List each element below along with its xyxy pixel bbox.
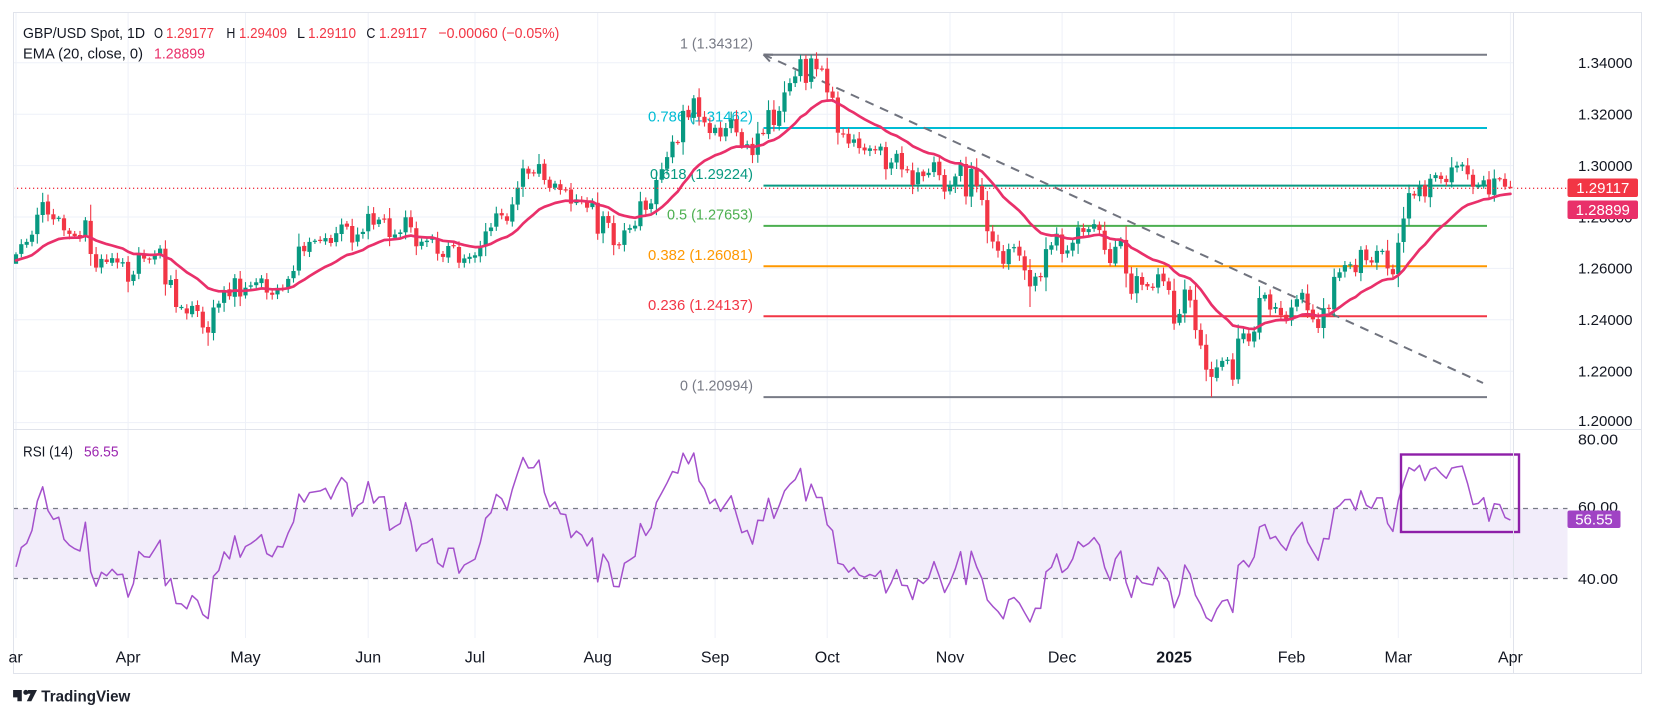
svg-text:1.24000: 1.24000	[1578, 312, 1633, 329]
svg-text:Sep: Sep	[701, 650, 730, 667]
svg-text:−0.00060 (−0.05%): −0.00060 (−0.05%)	[438, 25, 559, 42]
svg-text:C: C	[366, 25, 375, 42]
svg-text:1.30000: 1.30000	[1578, 158, 1633, 175]
svg-text:80.00: 80.00	[1578, 432, 1618, 449]
svg-text:May: May	[230, 650, 260, 667]
svg-text:Nov: Nov	[936, 650, 964, 667]
svg-text:1.28899: 1.28899	[154, 46, 205, 63]
svg-text:EMA (20, close, 0): EMA (20, close, 0)	[23, 46, 143, 63]
svg-text:Mar: Mar	[1385, 650, 1413, 667]
svg-text:1.29177: 1.29177	[166, 25, 214, 42]
svg-text:1 (1.34312): 1 (1.34312)	[680, 35, 753, 52]
svg-text:56.55: 56.55	[1575, 512, 1613, 529]
svg-text:RSI (14): RSI (14)	[23, 444, 73, 461]
svg-text:0.236 (1.24137): 0.236 (1.24137)	[648, 297, 753, 314]
svg-text:0 (1.20994): 0 (1.20994)	[680, 378, 753, 395]
svg-text:0.5 (1.27653): 0.5 (1.27653)	[667, 206, 753, 223]
svg-text:1.28899: 1.28899	[1576, 202, 1630, 219]
svg-text:ar: ar	[9, 650, 24, 667]
svg-text:1.34000: 1.34000	[1578, 55, 1633, 72]
svg-text:1.26000: 1.26000	[1578, 261, 1633, 278]
svg-text:1.29409: 1.29409	[239, 25, 287, 42]
svg-text:H: H	[226, 25, 235, 42]
svg-text:1.29110: 1.29110	[308, 25, 356, 42]
svg-text:1.29117: 1.29117	[379, 25, 427, 42]
svg-text:Apr: Apr	[116, 650, 142, 667]
svg-text:Apr: Apr	[1498, 650, 1524, 667]
svg-text:1.22000: 1.22000	[1578, 364, 1633, 381]
svg-text:Jul: Jul	[465, 650, 485, 667]
svg-text:L: L	[297, 25, 305, 42]
svg-text:Aug: Aug	[583, 650, 611, 667]
svg-text:1.29117: 1.29117	[1576, 180, 1629, 197]
svg-text:Dec: Dec	[1048, 650, 1076, 667]
svg-text:40.00: 40.00	[1578, 571, 1618, 588]
svg-text:56.55: 56.55	[84, 444, 119, 461]
svg-text:Feb: Feb	[1278, 650, 1306, 667]
svg-text:O: O	[154, 25, 163, 42]
svg-text:0.382 (1.26081): 0.382 (1.26081)	[648, 247, 753, 264]
svg-text:2025: 2025	[1156, 650, 1192, 667]
svg-text:GBP/USD Spot, 1D: GBP/USD Spot, 1D	[23, 25, 145, 42]
svg-text:Jun: Jun	[355, 650, 381, 667]
svg-text:TradingView: TradingView	[41, 688, 131, 705]
svg-text:1.20000: 1.20000	[1578, 413, 1633, 430]
svg-text:1.32000: 1.32000	[1578, 107, 1633, 124]
svg-text:Oct: Oct	[815, 650, 840, 667]
